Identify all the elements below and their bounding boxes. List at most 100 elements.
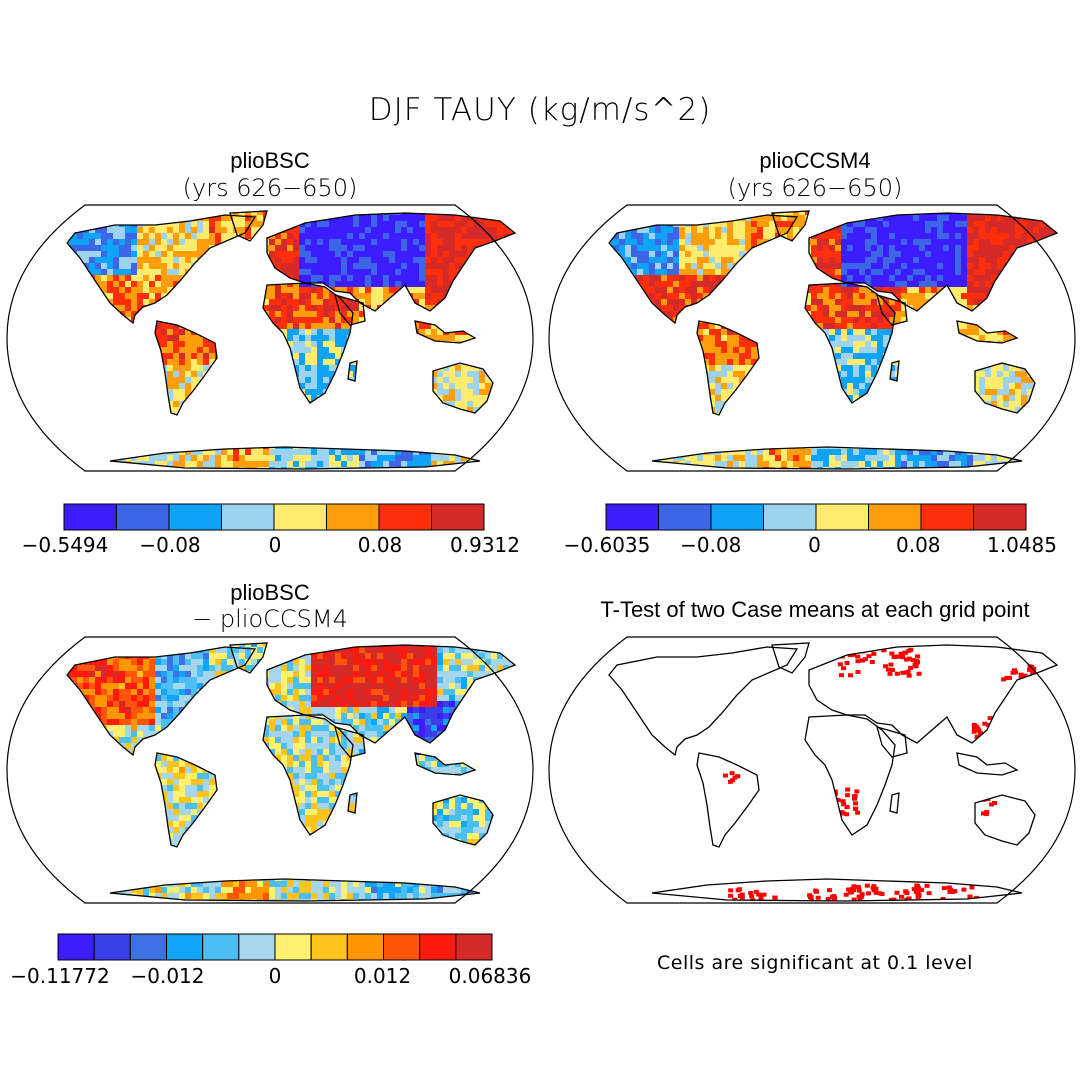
grid-cell (1063, 227, 1070, 234)
grid-cell (547, 257, 554, 264)
grid-cell (275, 299, 282, 306)
grid-cell (299, 263, 306, 270)
grid-cell (877, 227, 884, 234)
grid-cell (751, 233, 758, 240)
grid-cell (413, 245, 420, 252)
grid-cell (173, 221, 180, 228)
grid-cell (823, 263, 830, 270)
grid-cell (955, 221, 962, 228)
grid-cell (161, 227, 168, 234)
grid-cell (661, 227, 668, 234)
grid-cell (149, 461, 156, 468)
grid-cell (449, 389, 456, 396)
grid-cell (227, 449, 234, 456)
grid-cell (317, 359, 324, 366)
grid-cell (5, 449, 12, 456)
grid-cell (245, 461, 252, 468)
grid-cell (293, 305, 300, 312)
grid-cell (341, 311, 348, 318)
grid-cell (299, 245, 306, 252)
grid-cell (89, 239, 96, 246)
grid-cell (449, 269, 456, 276)
coastline-arabia (334, 294, 366, 326)
grid-cell (5, 425, 12, 432)
grid-cell (287, 329, 294, 336)
grid-cell (527, 461, 534, 468)
grid-cell (233, 455, 240, 462)
grid-cell (961, 251, 968, 258)
grid-cell (937, 221, 944, 228)
grid-cell (527, 245, 534, 252)
grid-cell (431, 377, 438, 384)
grid-cell (449, 275, 456, 282)
grid-cell (721, 257, 728, 264)
grid-cell (47, 203, 54, 210)
grid-cell (359, 257, 366, 264)
grid-cell (149, 281, 156, 288)
grid-cell (377, 275, 384, 282)
grid-cell (547, 263, 554, 270)
grid-cell (559, 239, 566, 246)
grid-cell (23, 443, 30, 450)
grid-cell (221, 227, 228, 234)
grid-cell (1069, 215, 1076, 222)
grid-cell (275, 323, 282, 330)
grid-cell (871, 227, 878, 234)
grid-cell (919, 263, 926, 270)
grid-cell (167, 389, 174, 396)
grid-cell (197, 233, 204, 240)
grid-cell (1003, 257, 1010, 264)
grid-cell (347, 257, 354, 264)
grid-cell (323, 347, 330, 354)
grid-cell (1075, 251, 1077, 258)
grid-cell (1069, 257, 1076, 264)
grid-cell (329, 227, 336, 234)
grid-cell (395, 449, 402, 456)
grid-cell (467, 401, 474, 408)
grid-cell (527, 377, 534, 384)
grid-cell (733, 233, 740, 240)
grid-cell (817, 263, 824, 270)
grid-cell (449, 335, 456, 342)
grid-cell (287, 293, 294, 300)
grid-cell (449, 455, 456, 462)
grid-cell (221, 455, 228, 462)
grid-cell (113, 239, 120, 246)
grid-cell (323, 371, 330, 378)
grid-cell (41, 221, 48, 228)
grid-cell (305, 257, 312, 264)
grid-cell (167, 401, 174, 408)
grid-cell (973, 245, 980, 252)
grid-cell (377, 239, 384, 246)
grid-cell (323, 311, 330, 318)
grid-cell (691, 239, 698, 246)
grid-cell (341, 341, 348, 348)
grid-cell (449, 257, 456, 264)
grid-cell (547, 233, 554, 240)
grid-cell (239, 227, 246, 234)
grid-cell (697, 245, 704, 252)
grid-cell (101, 257, 108, 264)
grid-cell (11, 233, 18, 240)
grid-cell (281, 299, 288, 306)
grid-cell (167, 359, 174, 366)
grid-cell (191, 449, 198, 456)
grid-cell (335, 449, 342, 456)
grid-cell (317, 227, 324, 234)
grid-cell (23, 221, 30, 228)
grid-cell (197, 359, 204, 366)
grid-cell (299, 353, 306, 360)
grid-cell (299, 461, 306, 468)
grid-cell (317, 263, 324, 270)
grid-cell (107, 275, 114, 282)
grid-cell (431, 329, 438, 336)
grid-cell (901, 221, 908, 228)
grid-cell (107, 251, 114, 258)
grid-cell (179, 389, 186, 396)
grid-cell (125, 245, 132, 252)
grid-cell (347, 455, 354, 462)
grid-cell (305, 287, 312, 294)
grid-cell (883, 263, 890, 270)
grid-cell (359, 293, 366, 300)
grid-cell (167, 353, 174, 360)
